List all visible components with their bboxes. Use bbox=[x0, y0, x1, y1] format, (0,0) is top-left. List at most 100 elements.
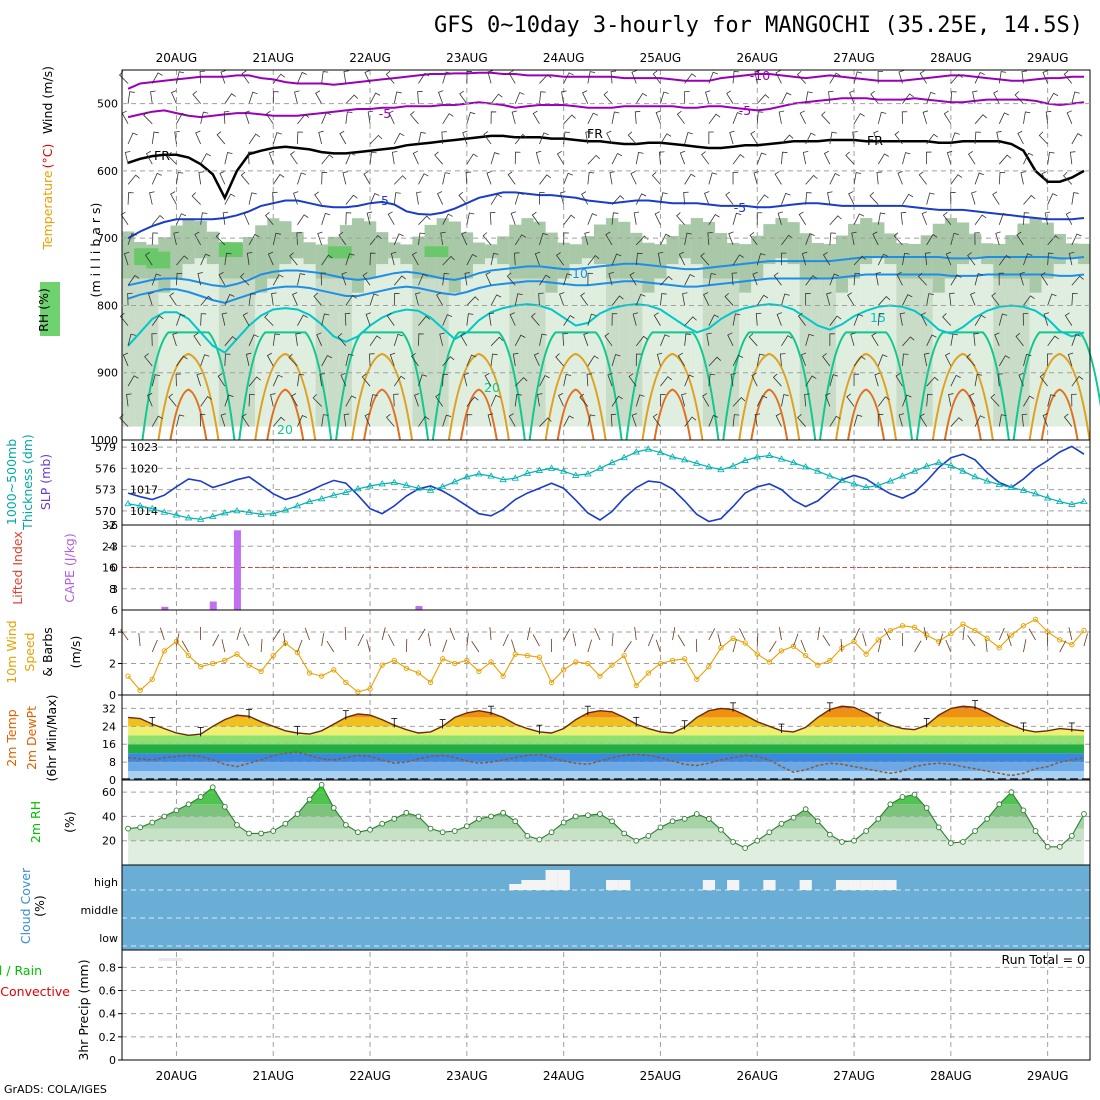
wind-barb bbox=[829, 415, 841, 427]
wind-barb-10m bbox=[914, 640, 922, 653]
date-label: 22AUG bbox=[349, 1069, 391, 1083]
wind-speed-marker bbox=[984, 635, 990, 641]
wind-barb bbox=[654, 211, 661, 225]
wind-barb bbox=[200, 253, 211, 266]
wind-barb bbox=[176, 414, 185, 427]
rh-cell bbox=[267, 218, 280, 279]
wind-barb bbox=[248, 151, 254, 165]
wind-barb bbox=[1047, 252, 1054, 266]
wind-barb bbox=[314, 191, 322, 205]
thickness-marker bbox=[547, 464, 556, 471]
cape-bar bbox=[233, 530, 241, 610]
wind-barb bbox=[631, 70, 637, 84]
rh-high-cell bbox=[218, 242, 243, 258]
wind-barb bbox=[799, 110, 807, 124]
rh-cell bbox=[509, 224, 522, 279]
rh-cell bbox=[1065, 243, 1079, 259]
date-label: 25AUG bbox=[640, 1069, 682, 1083]
isotherm-30 bbox=[1040, 388, 1079, 441]
wind-barb bbox=[656, 352, 663, 367]
high-cloud-clear-bar bbox=[533, 880, 546, 890]
wind-barb-10m bbox=[159, 627, 165, 641]
thickness-marker bbox=[196, 515, 205, 522]
wind-barb bbox=[1023, 353, 1032, 367]
rh-marker bbox=[379, 820, 386, 827]
thickness-marker bbox=[1031, 490, 1040, 497]
rh-marker bbox=[161, 813, 168, 820]
wind-barb bbox=[1023, 295, 1035, 306]
wind-barb bbox=[345, 212, 352, 225]
wind-barb bbox=[748, 333, 758, 347]
wind-barb bbox=[901, 111, 908, 124]
wind-barb bbox=[877, 153, 889, 165]
wind-barb bbox=[847, 292, 855, 306]
wind-speed-marker bbox=[439, 656, 446, 662]
wind-barb bbox=[611, 395, 623, 407]
wind-barb-10m bbox=[489, 627, 492, 641]
rh-marker bbox=[415, 813, 422, 820]
date-label: 28AUG bbox=[930, 51, 972, 65]
high-cloud-clear-bar bbox=[521, 880, 534, 890]
wind-barb bbox=[297, 71, 307, 84]
rh-cell bbox=[872, 222, 885, 259]
wind-barb bbox=[802, 150, 809, 165]
wind-barb bbox=[219, 170, 226, 185]
thickness-marker bbox=[487, 472, 495, 479]
rh-cell bbox=[1005, 278, 1018, 427]
wind-barb bbox=[877, 313, 885, 326]
wind-barb-10m bbox=[176, 633, 180, 647]
wind-barb bbox=[343, 70, 349, 84]
wind-barb bbox=[1062, 171, 1073, 185]
wind-barb bbox=[587, 255, 600, 266]
wind-barb-10m bbox=[1059, 640, 1067, 653]
wind-barb bbox=[539, 74, 552, 84]
wind-barb bbox=[773, 272, 782, 286]
wind-barb bbox=[458, 191, 468, 205]
wind-barb bbox=[702, 393, 710, 407]
rh-marker bbox=[718, 826, 724, 833]
wind-barb bbox=[291, 393, 298, 407]
wind-barb bbox=[708, 314, 719, 326]
date-label: 21AUG bbox=[252, 1069, 294, 1083]
wind-barb bbox=[1023, 194, 1036, 205]
rh-cell bbox=[448, 221, 461, 293]
thickness-marker bbox=[451, 478, 459, 485]
wind-barb bbox=[583, 332, 589, 346]
wind-barb bbox=[781, 335, 793, 347]
wind-barb bbox=[244, 110, 250, 124]
wind-barb bbox=[539, 375, 550, 387]
wind-barb bbox=[605, 231, 613, 246]
wind-barb bbox=[418, 416, 430, 427]
wind-barb bbox=[514, 92, 525, 104]
rh-cell bbox=[666, 264, 679, 427]
wind-barb bbox=[587, 172, 595, 185]
rh-unit-label: (%) bbox=[62, 811, 77, 833]
wind-barb bbox=[531, 211, 540, 225]
wind-barb-10m bbox=[563, 628, 571, 641]
wind-barb bbox=[1063, 70, 1073, 84]
li-tick-label: 6 bbox=[111, 604, 118, 617]
wind-barb bbox=[466, 253, 478, 266]
wind-barb bbox=[296, 232, 302, 245]
wind-barb-10m bbox=[344, 626, 347, 641]
wind-speed-marker bbox=[500, 673, 506, 679]
low-cloud-clear-bar bbox=[170, 958, 183, 961]
wind-barb-10m bbox=[181, 640, 189, 653]
wind-barb bbox=[756, 294, 769, 306]
temp-band bbox=[128, 708, 1085, 718]
wind-barb bbox=[316, 332, 323, 346]
wind-barb bbox=[870, 90, 879, 104]
wind-barb bbox=[969, 393, 976, 407]
rh-cell bbox=[376, 232, 389, 265]
wind-barb bbox=[1047, 193, 1058, 205]
rh-cell bbox=[424, 278, 437, 427]
wind-barb bbox=[317, 231, 323, 246]
wind-barb bbox=[339, 130, 347, 145]
thickness-marker bbox=[668, 453, 677, 460]
wind-barb bbox=[897, 170, 903, 185]
rh-marker bbox=[633, 837, 640, 844]
wind-barb-10m bbox=[708, 628, 716, 641]
wind-barb bbox=[822, 353, 831, 367]
li-tick-label: 3 bbox=[111, 583, 118, 596]
wind-barb bbox=[245, 352, 252, 367]
